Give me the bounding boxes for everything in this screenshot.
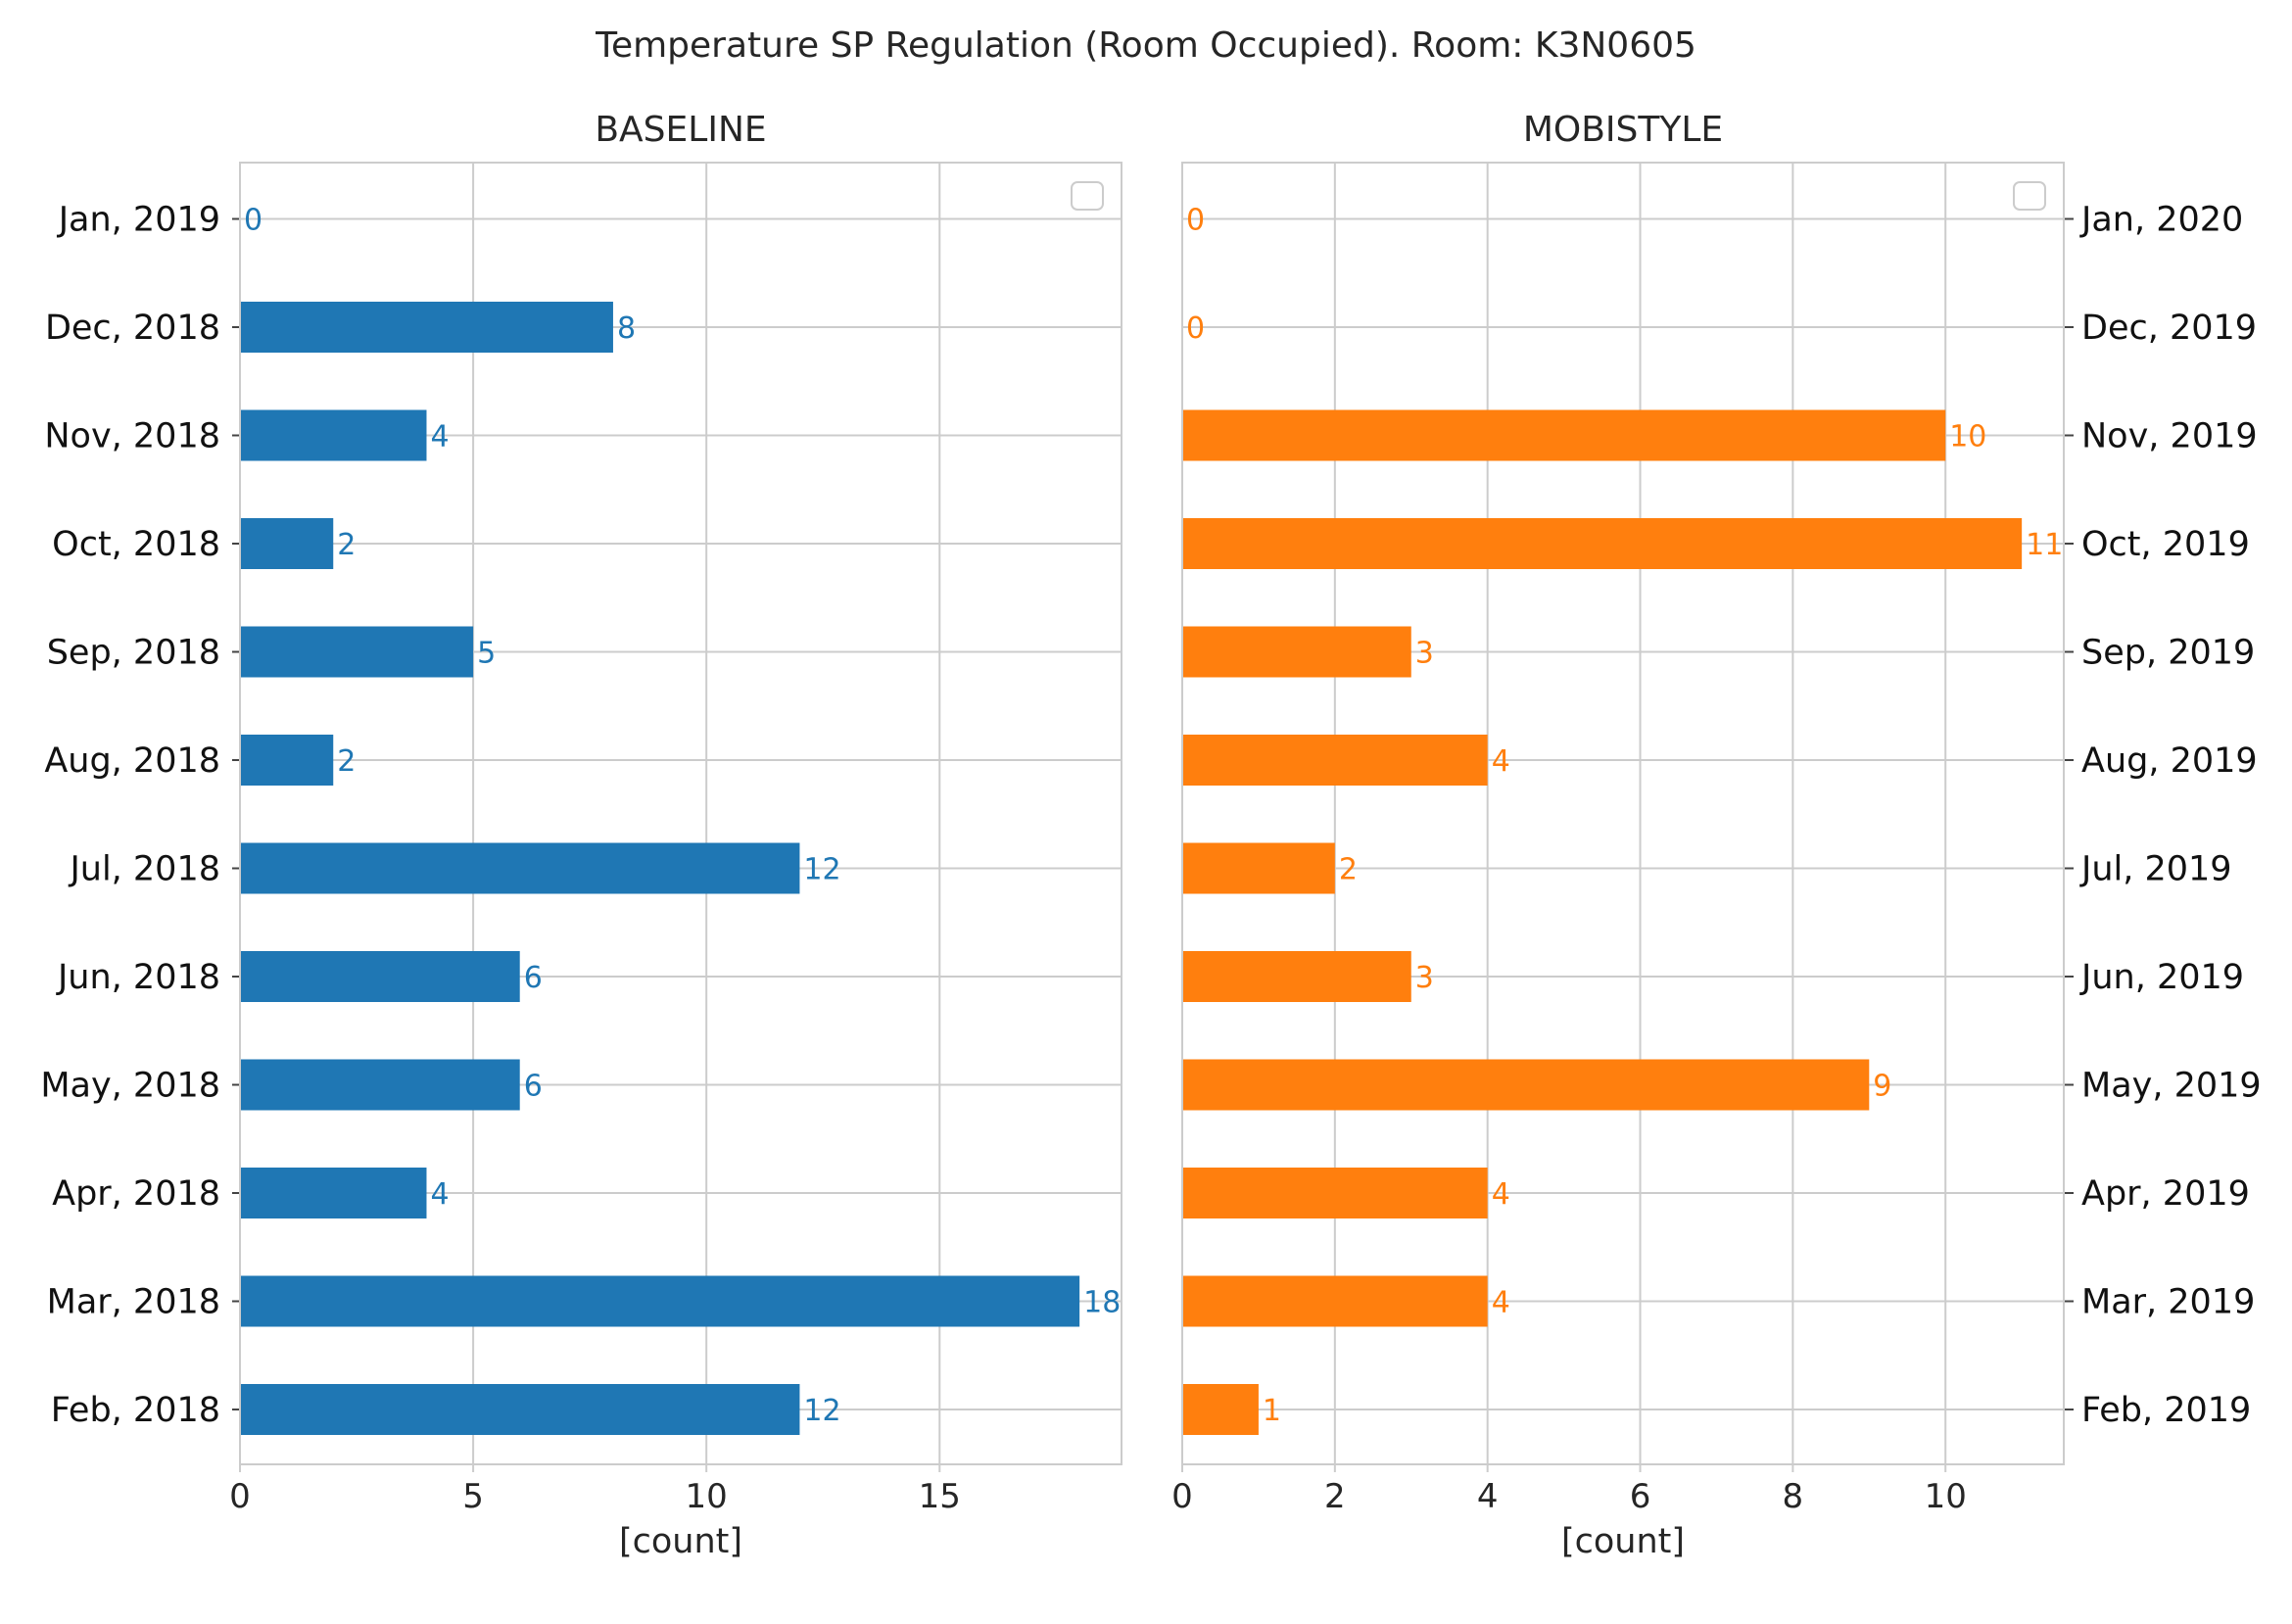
bar [240, 409, 427, 461]
bar-value-label: 2 [1339, 853, 1358, 887]
y-tick-label: Apr, 2018 [52, 1174, 220, 1214]
y-tick-label: Mar, 2018 [47, 1283, 220, 1322]
y-tick-label: Feb, 2019 [2081, 1391, 2251, 1430]
legend-box [1071, 181, 1104, 211]
bar-value-label: 4 [1492, 1177, 1510, 1212]
bar-value-label: 4 [430, 1177, 449, 1212]
bar-value-label: 0 [244, 204, 263, 238]
bar-value-label: 5 [477, 637, 496, 671]
bar-value-label: 4 [430, 420, 449, 454]
y-tick-label: Oct, 2019 [2081, 525, 2250, 564]
bar-value-label: 6 [524, 1070, 543, 1104]
x-axis-label: [count] [619, 1522, 742, 1561]
bar-value-label: 11 [2026, 528, 2063, 562]
y-tick-label: Aug, 2018 [44, 741, 220, 781]
bar [240, 735, 334, 786]
y-tick-label: Apr, 2019 [2081, 1174, 2250, 1214]
bar-value-label: 8 [617, 311, 636, 346]
legend-box [2013, 181, 2046, 211]
x-tick-label: 6 [1630, 1477, 1651, 1516]
bar [1182, 1059, 1870, 1111]
bar-value-label: 6 [524, 961, 543, 995]
plot-frame [239, 162, 1122, 1465]
bar [240, 302, 613, 353]
bar-value-label: 1 [1263, 1394, 1281, 1428]
bar-value-label: 12 [803, 853, 840, 887]
bar [240, 842, 800, 894]
y-tick-label: Jun, 2019 [2079, 958, 2244, 997]
bar [1182, 1168, 1488, 1218]
bar [1182, 1384, 1259, 1435]
bar [1182, 1275, 1488, 1327]
bar [1182, 626, 1411, 678]
x-tick-label: 10 [1925, 1477, 1967, 1516]
bar-value-label: 18 [1083, 1286, 1121, 1320]
bar [1182, 518, 2023, 569]
bar-value-label: 2 [337, 528, 356, 562]
bar [240, 951, 520, 1002]
y-tick-label: Jan, 2019 [57, 201, 220, 240]
x-tick-label: 5 [462, 1477, 484, 1516]
x-tick-label: 0 [229, 1477, 251, 1516]
y-tick-label: Jun, 2018 [56, 958, 220, 997]
panel-baseline: 0 5 10 15 Feb, 2018 Mar, 2018 Apr, 2018 May, 20… [40, 110, 1122, 1561]
x-tick-label: 4 [1477, 1477, 1499, 1516]
y-tick-label: Feb, 2018 [51, 1391, 220, 1430]
bar [240, 626, 474, 678]
bar [1182, 842, 1335, 894]
x-tick-label: 2 [1324, 1477, 1346, 1516]
bar-value-label: 3 [1415, 961, 1434, 995]
plot-frame [1181, 162, 2065, 1465]
y-tick-label: Nov, 2019 [2081, 417, 2258, 456]
bar [240, 1275, 1080, 1327]
x-axis-label: [count] [1561, 1522, 1685, 1561]
bar [1182, 409, 1946, 461]
y-tick-label: Jul, 2019 [2079, 850, 2232, 889]
bar [1182, 951, 1411, 1002]
bar [240, 1168, 427, 1218]
bar-value-label: 10 [1949, 420, 1986, 454]
y-tick-label: Dec, 2018 [45, 309, 220, 348]
x-tick-label: 15 [919, 1477, 961, 1516]
bar [240, 1059, 520, 1111]
y-tick-label: Nov, 2018 [44, 417, 220, 456]
bar-value-label: 4 [1492, 1286, 1510, 1320]
y-tick-label: May, 2018 [40, 1067, 220, 1106]
bar-value-label: 9 [1873, 1070, 1891, 1104]
bar [240, 518, 334, 569]
bar-value-label: 2 [337, 744, 356, 779]
bar-value-label: 0 [1186, 204, 1205, 238]
y-tick-label: Sep, 2018 [47, 634, 220, 673]
panel-title: MOBISTYLE [1523, 110, 1723, 150]
bar [1182, 735, 1488, 786]
x-tick-label: 8 [1783, 1477, 1804, 1516]
y-tick-label: May, 2019 [2081, 1067, 2262, 1106]
x-tick-label: 10 [686, 1477, 728, 1516]
y-tick-label: Dec, 2019 [2081, 309, 2257, 348]
y-tick-label: Jul, 2018 [68, 850, 220, 889]
bar-value-label: 4 [1492, 744, 1510, 779]
chart-title: Temperature SP Regulation (Room Occupied… [595, 25, 1696, 66]
y-tick-label: Mar, 2019 [2081, 1283, 2255, 1322]
y-tick-label: Oct, 2018 [52, 525, 220, 564]
bar [240, 1384, 800, 1435]
bar-value-label: 0 [1186, 311, 1205, 346]
x-tick-label: 0 [1171, 1477, 1193, 1516]
y-tick-label: Sep, 2019 [2081, 634, 2255, 673]
bar-value-label: 3 [1415, 637, 1434, 671]
panel-title: BASELINE [595, 110, 766, 150]
y-tick-label: Jan, 2020 [2079, 201, 2243, 240]
bar-value-label: 12 [803, 1394, 840, 1428]
y-tick-label: Aug, 2019 [2081, 741, 2258, 781]
